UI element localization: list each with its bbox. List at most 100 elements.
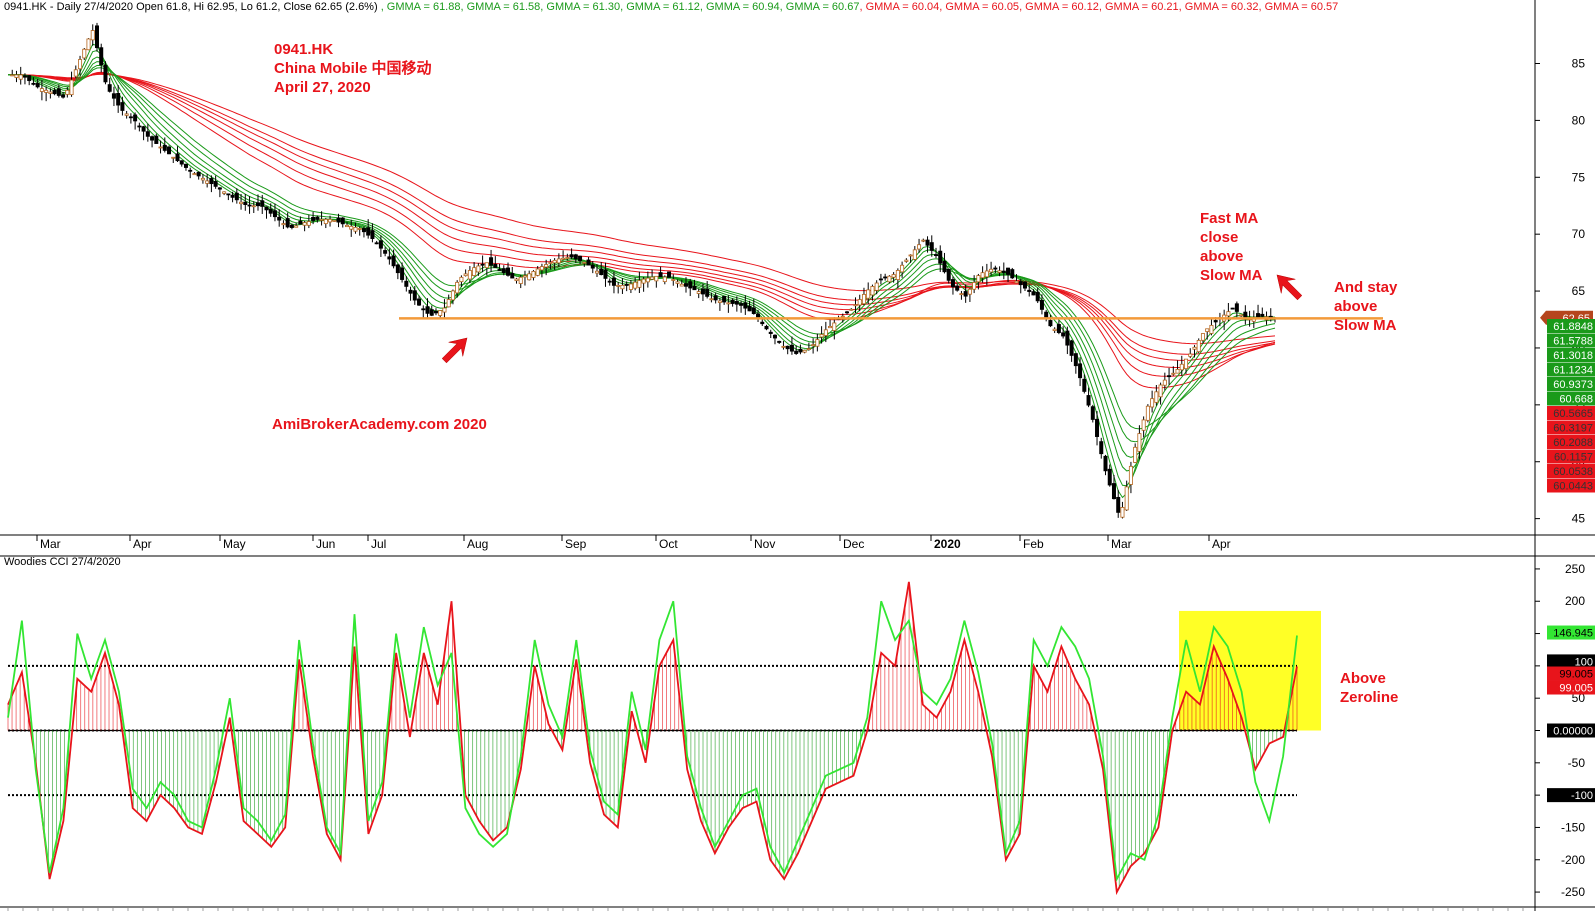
fast-ma-line (8, 67, 1276, 430)
candle-body (556, 258, 561, 264)
candle-body (760, 321, 765, 325)
candle-body (183, 163, 188, 168)
cci-panel-title: Woodies CCI 27/4/2020 (4, 556, 121, 568)
candle-body (234, 192, 239, 201)
cci-y-tick-label: 50 (1572, 691, 1586, 705)
left-arrow-icon-shape (441, 337, 468, 364)
candle-body (717, 300, 722, 303)
right-arrow-icon-shape (1276, 274, 1303, 301)
candle-body (1069, 340, 1074, 356)
candle-body (298, 220, 303, 225)
price-y-tick-label: 85 (1572, 57, 1586, 71)
candle-body (429, 309, 434, 316)
x-tick-label: Apr (133, 537, 152, 551)
candle-body (819, 334, 824, 338)
slow-ma-line (8, 73, 1276, 361)
candle-body (260, 200, 265, 207)
x-tick-label: Mar (40, 537, 61, 551)
candle-body (1205, 328, 1210, 332)
cci-minus100-tag-box (1547, 788, 1595, 803)
candle-body (315, 216, 320, 220)
fast-ma-line-4: Slow MA (1200, 267, 1263, 284)
candle-body (1086, 395, 1091, 406)
stay-above-annotation: And stay above Slow MA (1334, 278, 1397, 335)
candle-body (747, 305, 752, 312)
gmma-value: , GMMA = 60.05 (939, 1, 1020, 13)
candle-body (510, 273, 515, 279)
candle-body (272, 210, 277, 218)
candle-body (603, 269, 608, 279)
candle-body (895, 270, 900, 280)
candle-body (531, 271, 536, 278)
candle-body (806, 348, 811, 350)
candle-body (840, 315, 845, 318)
fast-ma-line (8, 61, 1276, 458)
candle-body (789, 344, 794, 352)
candle-body (35, 83, 40, 88)
candle-body (967, 288, 972, 295)
candle-body (552, 259, 557, 264)
slow-ma-line (8, 73, 1276, 345)
price-tag-label: 60.1157 (1554, 452, 1593, 464)
candle-body (103, 64, 108, 83)
candle-body (150, 136, 155, 141)
x-tick-label: Nov (754, 537, 775, 551)
gmma-value: , GMMA = 60.67 (779, 1, 860, 13)
candle-body (289, 224, 294, 228)
candle-body (1192, 346, 1197, 350)
candle-body (573, 254, 578, 260)
gmma-value: , GMMA = 61.88 (380, 1, 461, 13)
candle-body (938, 250, 943, 264)
candle-body (823, 329, 828, 336)
candle-body (522, 275, 527, 278)
candle-body (1196, 340, 1201, 353)
candle-body (421, 308, 426, 311)
candle-body (645, 277, 650, 283)
price-tag-box (1547, 464, 1595, 478)
price-y-tick-label: 65 (1572, 284, 1586, 298)
candle-body (734, 301, 739, 305)
candle-body (1090, 406, 1095, 420)
candle-body (400, 267, 405, 280)
candle-body (1162, 379, 1167, 386)
candle-body (391, 255, 396, 267)
candle-body (56, 88, 61, 96)
cci-main-tag-box (1547, 666, 1595, 681)
slow-ma-line (8, 71, 1276, 389)
cci-zero-tag-box (1547, 723, 1595, 738)
candle-body (336, 217, 341, 223)
candle-body (1226, 311, 1231, 317)
above-zero-line-2: Zeroline (1340, 689, 1399, 706)
candle-body (302, 222, 307, 226)
candle-body (90, 30, 95, 41)
gmma-value: , GMMA = 60.32 (1178, 1, 1259, 13)
ticker-annotation: 0941.HK China Mobile 中国移动 April 27, 2020 (274, 40, 432, 97)
candle-body (230, 194, 235, 198)
candle-body (387, 256, 392, 260)
candle-body (69, 79, 74, 96)
candle-body (590, 264, 595, 269)
candle-body (501, 268, 506, 273)
candle-body (154, 135, 159, 144)
candle-body (692, 285, 697, 291)
price-tag-label: 60.0538 (1553, 466, 1593, 478)
candle-body (887, 275, 892, 283)
gmma-value: , GMMA = 60.94 (699, 1, 780, 13)
cci-zero-tag: 0.00000 (1547, 723, 1595, 738)
candle-body (1073, 353, 1078, 367)
candle-body (446, 299, 451, 308)
candle-body (845, 311, 850, 314)
candle-body (493, 264, 498, 268)
candle-body (1154, 391, 1159, 403)
candle-body (548, 262, 553, 264)
candle-body (256, 202, 261, 207)
above-zero-line-1: Above (1340, 670, 1386, 687)
candle-body (878, 278, 883, 281)
candle-body (950, 279, 955, 288)
candle-body (404, 280, 409, 287)
cci-main-tag-label: 99.005 (1559, 669, 1593, 681)
candle-body (595, 270, 600, 274)
candle-body (332, 219, 337, 222)
